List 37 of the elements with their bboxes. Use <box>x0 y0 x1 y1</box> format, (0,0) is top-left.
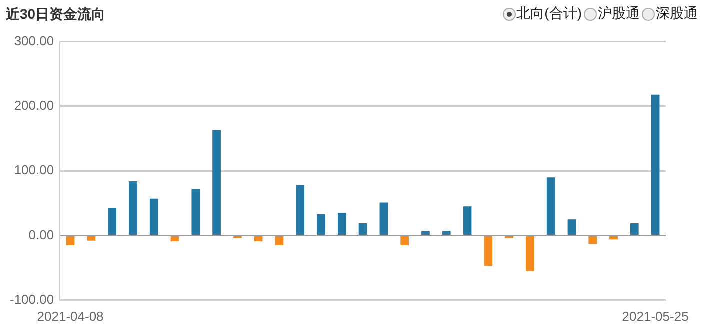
bar <box>422 231 430 235</box>
bar <box>108 208 117 235</box>
bar <box>192 189 200 235</box>
x-tick-label: 2021-04-08 <box>37 308 104 324</box>
bar <box>358 223 368 235</box>
bar <box>526 236 534 272</box>
bar <box>296 185 305 235</box>
text: 沪股通 <box>598 5 640 23</box>
y-tick-label: -100.00 <box>10 292 54 307</box>
bar <box>484 236 493 266</box>
bar <box>630 223 639 235</box>
y-tick-label: 200.00 <box>14 98 54 114</box>
text: 北向(合计) <box>516 5 582 23</box>
bar <box>212 130 221 235</box>
bar <box>568 220 576 235</box>
bar <box>275 236 284 246</box>
bar <box>610 236 618 240</box>
bar <box>170 236 180 242</box>
bar <box>588 236 598 244</box>
x-tick-label: 2021-05-25 <box>622 308 689 324</box>
text: 深股通 <box>656 5 698 23</box>
y-tick-label: 0.00 <box>28 227 54 242</box>
y-tick-label: 300.00 <box>14 33 54 48</box>
chart-title: 近30日资金流向 <box>6 6 106 24</box>
bar <box>546 178 556 235</box>
bar <box>87 236 96 241</box>
y-tick-label: 100.00 <box>14 162 54 178</box>
bar <box>254 236 263 242</box>
bar <box>442 231 451 235</box>
bar <box>150 198 158 235</box>
bar <box>338 213 346 235</box>
bar <box>463 206 472 235</box>
bar <box>380 202 388 235</box>
bar <box>317 214 326 235</box>
bar <box>129 181 138 235</box>
bar <box>400 236 410 246</box>
bar <box>66 236 75 246</box>
